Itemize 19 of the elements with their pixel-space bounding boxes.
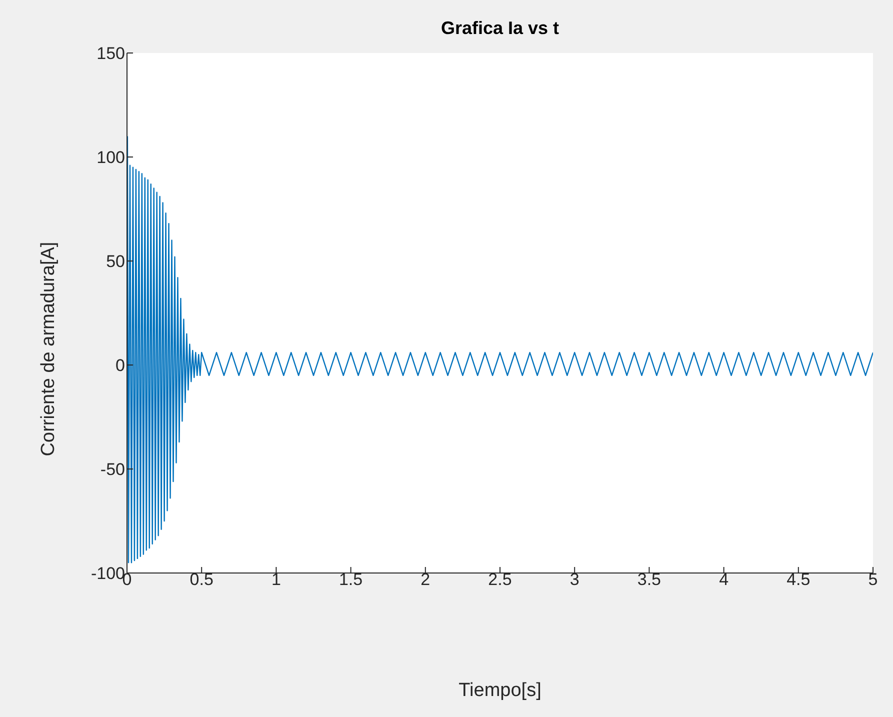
x-tick-label: 4: [719, 570, 729, 590]
x-tick-label: 5: [868, 570, 878, 590]
y-tick-label: 0: [116, 356, 125, 376]
y-tick-label: 100: [96, 148, 125, 168]
chart-title: Grafica Ia vs t: [440, 18, 560, 39]
y-tick-label: 50: [106, 252, 125, 272]
x-tick-label: 2.5: [488, 570, 512, 590]
x-tick-label: 3: [570, 570, 580, 590]
x-axis-title: Tiempo[s]: [458, 680, 542, 702]
x-tick-label: 4.5: [786, 570, 810, 590]
x-tick-label: 1: [271, 570, 281, 590]
x-tick-label: 2: [420, 570, 430, 590]
y-axis-title: Corriente de armadura[A]: [38, 242, 60, 456]
y-tick-label: -50: [100, 460, 125, 480]
line-series: [127, 136, 873, 564]
x-tick-label: 1.5: [338, 570, 363, 590]
x-tick-label: 0.5: [190, 570, 214, 590]
x-tick-label: 3.5: [637, 570, 662, 590]
y-tick-label: 150: [96, 44, 125, 64]
